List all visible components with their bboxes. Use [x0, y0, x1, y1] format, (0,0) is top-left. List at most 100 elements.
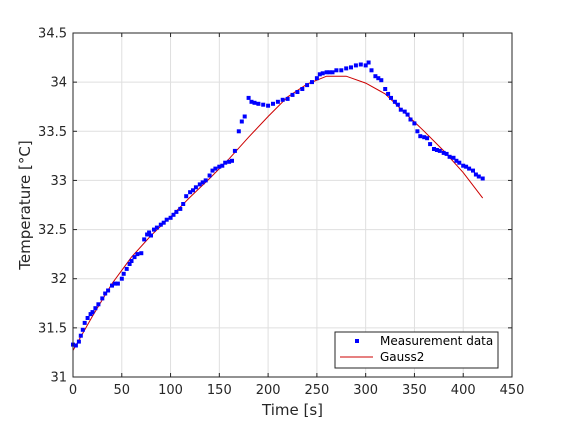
data-point: [132, 255, 137, 260]
data-point: [207, 173, 212, 178]
data-point: [261, 102, 266, 107]
data-point: [217, 164, 222, 169]
data-point: [82, 320, 87, 325]
data-point: [227, 159, 232, 164]
data-point: [300, 87, 305, 91]
data-point: [405, 112, 410, 117]
data-point: [223, 160, 228, 165]
data-point: [295, 90, 300, 94]
x-tick-label: 350: [402, 383, 427, 398]
data-point: [158, 222, 163, 227]
data-point: [373, 74, 378, 79]
y-tick-label: 34.5: [38, 27, 67, 42]
data-point: [480, 176, 485, 181]
x-tick-label: 50: [114, 383, 131, 398]
data-point: [178, 206, 183, 211]
data-point: [168, 215, 173, 220]
y-tick-label: 32: [50, 272, 67, 287]
x-tick-label: 100: [158, 383, 183, 398]
data-point: [100, 296, 105, 301]
data-point: [476, 174, 481, 179]
data-point: [437, 148, 442, 153]
y-tick-label: 34: [50, 76, 67, 91]
data-point: [161, 220, 166, 225]
data-point: [467, 166, 472, 171]
data-point: [366, 60, 371, 65]
data-point: [369, 68, 374, 73]
data-point: [392, 99, 397, 104]
data-point: [149, 233, 153, 238]
data-point: [330, 70, 335, 75]
data-point: [96, 302, 101, 307]
data-point: [85, 316, 90, 320]
data-point: [80, 327, 85, 332]
data-point: [266, 103, 271, 108]
data-point: [434, 148, 439, 152]
data-point: [473, 172, 478, 177]
data-point: [441, 150, 446, 155]
data-point: [142, 237, 147, 242]
data-point: [76, 339, 81, 344]
data-point: [432, 147, 436, 151]
data-point: [242, 114, 247, 119]
data-point: [154, 225, 159, 230]
x-axis-label: Time [s]: [261, 401, 323, 419]
data-point: [220, 163, 225, 168]
data-point: [188, 190, 193, 195]
data-point: [408, 117, 413, 122]
data-point: [383, 87, 388, 91]
axis-ticks: 0 50 100 150 200 250 300 350 400 450 31 31.5 32 32.5 3…: [38, 27, 524, 399]
data-point: [171, 212, 176, 217]
data-point: [184, 194, 189, 199]
data-point: [210, 168, 215, 173]
data-point: [78, 333, 83, 338]
data-point: [174, 209, 179, 214]
data-point: [317, 72, 322, 77]
data-point: [115, 281, 120, 286]
legend-label-measurement: Measurement data: [380, 334, 493, 348]
data-point: [256, 101, 261, 106]
data-point: [353, 63, 358, 68]
data-point: [425, 136, 430, 141]
x-tick-label: 400: [451, 383, 476, 398]
data-point: [147, 230, 152, 235]
data-point: [103, 291, 108, 296]
data-point: [422, 135, 427, 140]
data-point: [447, 154, 452, 159]
data-point: [334, 68, 339, 73]
data-point: [363, 63, 368, 68]
data-point: [402, 109, 407, 114]
x-tick-label: 250: [304, 383, 329, 398]
data-point: [395, 102, 400, 107]
data-point: [285, 96, 290, 101]
legend: Measurement data Gauss2: [334, 331, 499, 369]
data-point: [339, 68, 344, 73]
data-point: [376, 76, 381, 81]
x-tick-label: 200: [256, 383, 281, 398]
data-point: [193, 185, 198, 190]
data-point: [457, 160, 462, 165]
data-point: [444, 151, 449, 156]
data-point: [110, 283, 114, 288]
legend-box: [334, 331, 499, 369]
data-point: [90, 310, 95, 315]
data-point: [124, 266, 129, 271]
data-point: [412, 121, 417, 126]
y-tick-label: 33.5: [38, 125, 67, 140]
x-tick-label: 150: [207, 383, 232, 398]
data-point: [320, 71, 325, 76]
data-point: [252, 100, 257, 105]
data-point: [135, 252, 140, 257]
data-point: [236, 129, 241, 134]
data-point: [232, 148, 237, 153]
data-point: [327, 70, 332, 75]
data-point: [344, 66, 349, 71]
data-point: [349, 65, 353, 70]
y-tick-label: 32.5: [38, 223, 67, 238]
data-point: [310, 80, 314, 85]
data-point: [246, 95, 251, 100]
x-tick-label: 450: [500, 383, 525, 398]
data-point: [428, 142, 433, 147]
data-point: [471, 168, 475, 173]
